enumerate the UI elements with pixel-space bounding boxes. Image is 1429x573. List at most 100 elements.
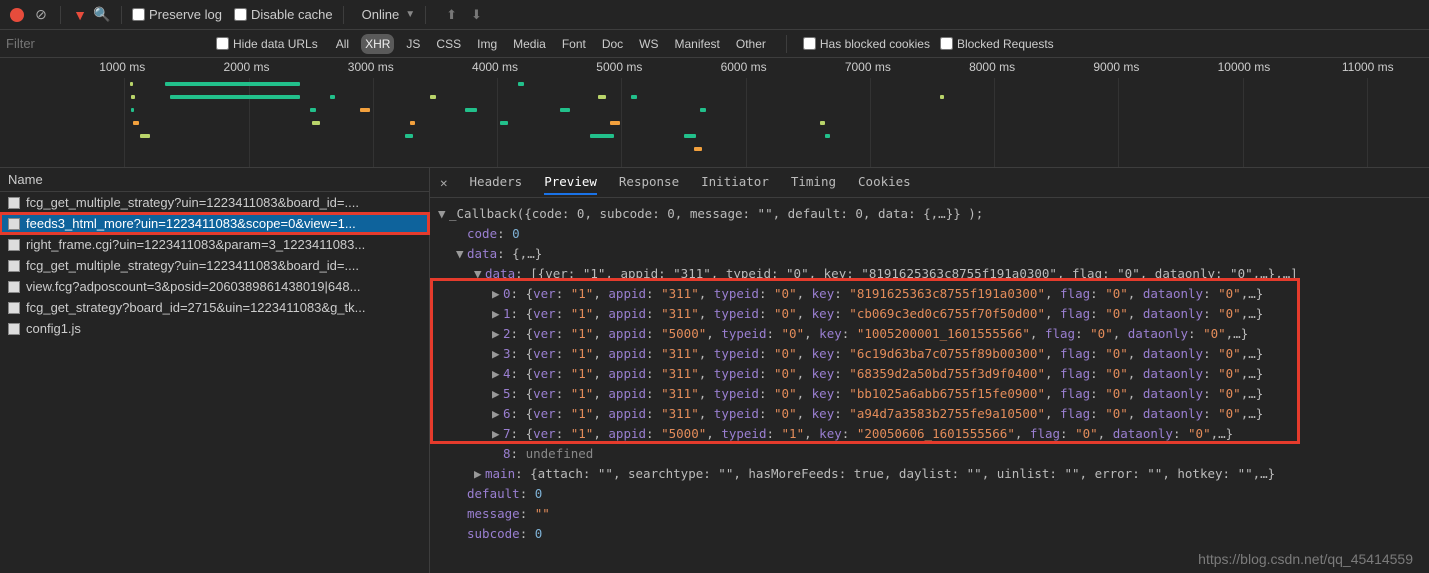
- preview-pane[interactable]: ▼_Callback({code: 0, subcode: 0, message…: [430, 198, 1429, 573]
- detail-tab-timing[interactable]: Timing: [791, 170, 836, 195]
- detail-tab-initiator[interactable]: Initiator: [701, 170, 769, 195]
- blocked-cookies-input[interactable]: [803, 37, 816, 50]
- filter-type-doc[interactable]: Doc: [598, 34, 627, 54]
- json-line[interactable]: ▶3: {ver: "1", appid: "311", typeid: "0"…: [438, 344, 1425, 364]
- json-line[interactable]: subcode: 0: [438, 524, 1425, 544]
- resource-type-filters: All XHR JS CSS Img Media Font Doc WS Manifest Othe…: [332, 34, 770, 54]
- request-row[interactable]: fcg_get_multiple_strategy?uin=1223411083…: [0, 192, 429, 213]
- preserve-log-input[interactable]: [132, 8, 145, 21]
- blocked-requests-checkbox[interactable]: Blocked Requests: [940, 37, 1054, 51]
- filter-type-xhr[interactable]: XHR: [361, 34, 394, 54]
- json-line[interactable]: code: 0: [438, 224, 1425, 244]
- time-gridline: [249, 78, 250, 167]
- time-gridline: [870, 78, 871, 167]
- search-icon[interactable]: 🔍: [93, 6, 111, 23]
- time-gridline: [1367, 78, 1368, 167]
- json-line[interactable]: default: 0: [438, 484, 1425, 504]
- time-tick: 5000 ms: [596, 60, 642, 74]
- request-row[interactable]: feeds3_html_more?uin=1223411083&scope=0&…: [0, 213, 429, 234]
- request-name: config1.js: [26, 321, 81, 336]
- filter-type-all[interactable]: All: [332, 34, 353, 54]
- file-icon: [8, 218, 20, 230]
- time-tick: 10000 ms: [1218, 60, 1271, 74]
- hide-data-urls-checkbox[interactable]: Hide data URLs: [216, 37, 318, 51]
- blocked-cookies-checkbox[interactable]: Has blocked cookies: [803, 37, 930, 51]
- detail-tab-cookies[interactable]: Cookies: [858, 170, 911, 195]
- preserve-log-checkbox[interactable]: Preserve log: [132, 7, 222, 22]
- detail-tab-headers[interactable]: Headers: [470, 170, 523, 195]
- disable-cache-checkbox[interactable]: Disable cache: [234, 7, 333, 22]
- json-line[interactable]: ▶main: {attach: "", searchtype: "", hasM…: [438, 464, 1425, 484]
- request-row[interactable]: right_frame.cgi?uin=1223411083&param=3_1…: [0, 234, 429, 255]
- json-line[interactable]: ▼data: {,…}: [438, 244, 1425, 264]
- filter-type-manifest[interactable]: Manifest: [671, 34, 724, 54]
- waterfall-overview[interactable]: 1000 ms2000 ms3000 ms4000 ms5000 ms6000 …: [0, 58, 1429, 168]
- filter-type-ws[interactable]: WS: [635, 34, 662, 54]
- file-icon: [8, 239, 20, 251]
- timeline-bar: [820, 121, 825, 125]
- disable-cache-label: Disable cache: [251, 7, 333, 22]
- request-list-panel: Name fcg_get_multiple_strategy?uin=12234…: [0, 168, 430, 573]
- timeline-bar: [140, 134, 150, 138]
- detail-tab-preview[interactable]: Preview: [544, 170, 597, 195]
- detail-tab-response[interactable]: Response: [619, 170, 679, 195]
- time-tick: 6000 ms: [721, 60, 767, 74]
- filter-type-font[interactable]: Font: [558, 34, 590, 54]
- close-panel-icon[interactable]: ✕: [440, 175, 448, 190]
- hide-data-urls-input[interactable]: [216, 37, 229, 50]
- filter-funnel-icon[interactable]: ▼: [71, 7, 89, 23]
- file-icon: [8, 323, 20, 335]
- time-gridline: [373, 78, 374, 167]
- time-tick: 9000 ms: [1093, 60, 1139, 74]
- timeline-bar: [133, 121, 139, 125]
- blocked-requests-input[interactable]: [940, 37, 953, 50]
- preserve-log-label: Preserve log: [149, 7, 222, 22]
- request-rows: fcg_get_multiple_strategy?uin=1223411083…: [0, 192, 429, 339]
- json-line[interactable]: ▶2: {ver: "1", appid: "5000", typeid: "0…: [438, 324, 1425, 344]
- timeline-bar: [598, 95, 606, 99]
- json-line[interactable]: ▶7: {ver: "1", appid: "5000", typeid: "1…: [438, 424, 1425, 444]
- time-tick: 4000 ms: [472, 60, 518, 74]
- throttling-select[interactable]: Online ▼: [362, 7, 415, 22]
- download-har-icon[interactable]: ⬇: [471, 7, 482, 23]
- filter-type-css[interactable]: CSS: [432, 34, 465, 54]
- timeline-bar: [631, 95, 637, 99]
- timeline-bar: [518, 82, 524, 86]
- timeline-bar: [610, 121, 620, 125]
- timeline-bar: [825, 134, 830, 138]
- upload-har-icon[interactable]: ⬆: [446, 7, 457, 23]
- disable-cache-input[interactable]: [234, 8, 247, 21]
- json-line[interactable]: ▶5: {ver: "1", appid: "311", typeid: "0"…: [438, 384, 1425, 404]
- chevron-down-icon: ▼: [405, 9, 415, 20]
- timeline-bar: [170, 95, 300, 99]
- json-line[interactable]: ▼_Callback({code: 0, subcode: 0, message…: [438, 204, 1425, 224]
- column-header-name[interactable]: Name: [0, 168, 429, 192]
- json-line[interactable]: ▶6: {ver: "1", appid: "311", typeid: "0"…: [438, 404, 1425, 424]
- filter-type-media[interactable]: Media: [509, 34, 550, 54]
- separator: [343, 6, 344, 24]
- json-line[interactable]: message: "": [438, 504, 1425, 524]
- timeline-bar: [330, 95, 335, 99]
- time-gridline: [746, 78, 747, 167]
- clear-icon[interactable]: ⊘: [32, 6, 50, 23]
- request-row[interactable]: config1.js: [0, 318, 429, 339]
- file-icon: [8, 302, 20, 314]
- json-line[interactable]: ▶1: {ver: "1", appid: "311", typeid: "0"…: [438, 304, 1425, 324]
- json-line[interactable]: ▶0: {ver: "1", appid: "311", typeid: "0"…: [438, 284, 1425, 304]
- filter-type-other[interactable]: Other: [732, 34, 770, 54]
- time-tick: 7000 ms: [845, 60, 891, 74]
- json-line[interactable]: ▼data: [{ver: "1", appid: "311", typeid:…: [438, 264, 1425, 284]
- request-row[interactable]: view.fcg?adposcount=3&posid=206038986143…: [0, 276, 429, 297]
- time-tick: 2000 ms: [224, 60, 270, 74]
- record-button[interactable]: [10, 8, 24, 22]
- timeline-bar: [130, 82, 133, 86]
- request-row[interactable]: fcg_get_multiple_strategy?uin=1223411083…: [0, 255, 429, 276]
- filter-type-img[interactable]: Img: [473, 34, 501, 54]
- json-line[interactable]: ▶4: {ver: "1", appid: "311", typeid: "0"…: [438, 364, 1425, 384]
- filter-type-js[interactable]: JS: [402, 34, 424, 54]
- filter-input[interactable]: [6, 36, 206, 51]
- time-gridline: [1118, 78, 1119, 167]
- timeline-bar: [165, 82, 300, 86]
- json-line[interactable]: 8: undefined: [438, 444, 1425, 464]
- request-row[interactable]: fcg_get_strategy?board_id=2715&uin=12234…: [0, 297, 429, 318]
